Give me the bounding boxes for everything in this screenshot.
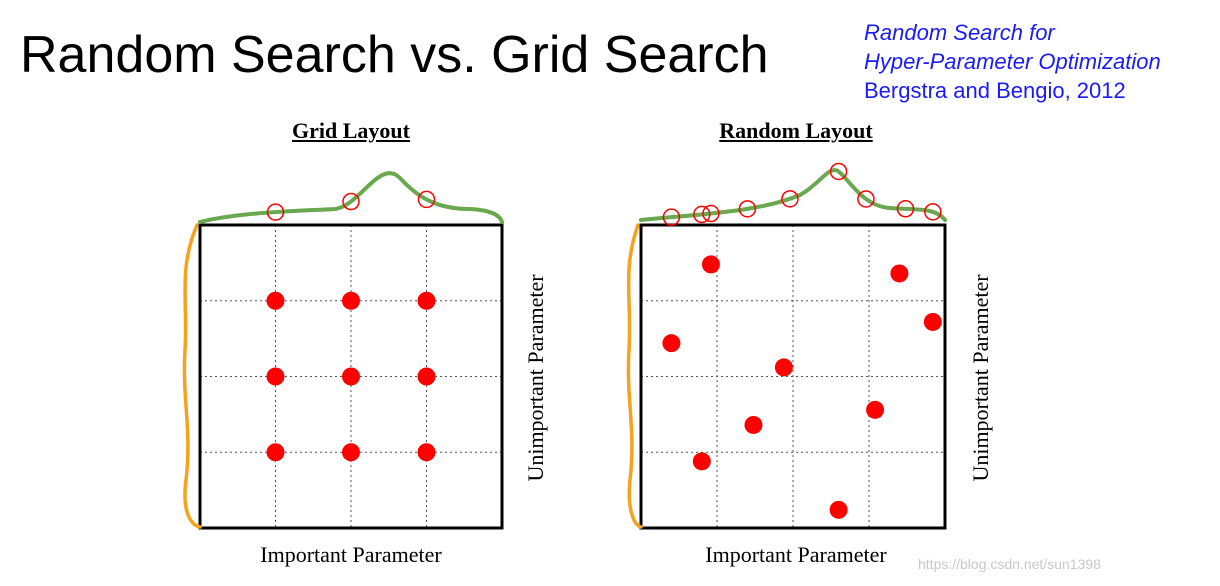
- citation-line-2: Hyper-Parameter Optimization: [864, 49, 1161, 74]
- sample-point: [692, 452, 711, 471]
- random-panel-title: Random Layout: [719, 118, 873, 143]
- sample-point: [266, 367, 285, 386]
- projected-sample-marker: [738, 200, 757, 218]
- sample-point: [701, 255, 720, 274]
- sample-point: [417, 367, 436, 386]
- projected-sample-marker: [662, 208, 681, 226]
- grid-y-axis-label: Unimportant Parameter: [523, 274, 548, 482]
- sample-point: [923, 312, 942, 331]
- sample-point: [342, 367, 360, 386]
- sample-point: [266, 443, 285, 462]
- grid-layout-panel: [182, 171, 504, 530]
- citation-line-1: Random Search for: [864, 20, 1055, 45]
- plot-frame: [198, 223, 504, 530]
- sample-point: [774, 358, 793, 377]
- sample-point: [342, 443, 360, 462]
- projected-sample-marker: [781, 190, 799, 208]
- projected-sample-marker: [924, 203, 942, 221]
- projected-sample-marker: [702, 204, 720, 223]
- watermark: https://blog.csdn.net/sun1398: [918, 556, 1101, 572]
- sample-point: [829, 500, 848, 519]
- sample-point: [744, 415, 763, 434]
- sample-point: [417, 291, 436, 310]
- important-marginal-curve: [198, 171, 504, 224]
- random-x-axis-label: Important Parameter: [705, 542, 887, 567]
- projected-sample-marker: [266, 203, 285, 221]
- projected-sample-marker: [829, 162, 848, 181]
- grid-panel-title: Grid Layout: [292, 118, 410, 143]
- sample-point: [417, 443, 436, 462]
- projected-sample-marker: [693, 205, 711, 224]
- grid-x-axis-label: Important Parameter: [260, 542, 442, 567]
- sample-point: [266, 291, 285, 310]
- citation: Random Search for Hyper-Parameter Optimi…: [864, 18, 1161, 105]
- projected-sample-marker: [896, 200, 915, 218]
- sample-point: [866, 400, 885, 419]
- projected-sample-marker: [342, 192, 360, 211]
- slide-title: Random Search vs. Grid Search: [20, 26, 769, 84]
- plot-frame: [639, 223, 947, 530]
- important-marginal-curve: [639, 168, 947, 222]
- sample-point: [662, 334, 681, 353]
- random-layout-panel: [626, 162, 947, 530]
- sample-point: [342, 291, 360, 310]
- projected-sample-marker: [417, 190, 436, 209]
- sample-point: [890, 264, 909, 283]
- citation-line-3: Bergstra and Bengio, 2012: [864, 78, 1126, 103]
- projected-sample-marker: [857, 190, 875, 208]
- random-y-axis-label: Unimportant Parameter: [968, 274, 993, 482]
- unimportant-marginal-curve: [626, 223, 643, 529]
- unimportant-marginal-curve: [182, 223, 202, 529]
